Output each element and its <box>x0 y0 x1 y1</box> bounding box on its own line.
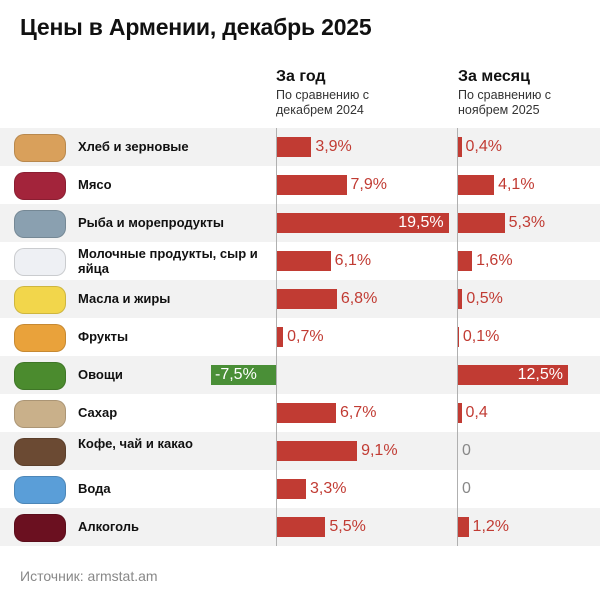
wine-icon <box>14 514 66 542</box>
data-label: 6,8% <box>340 290 378 307</box>
data-label: 0,1% <box>462 328 500 345</box>
category-label: Молочные продукты, сыр и яйца <box>78 246 258 276</box>
data-label: 4,1% <box>498 176 535 193</box>
category-label: Масла и жиры <box>78 291 171 306</box>
data-label: -7,5% <box>215 366 257 383</box>
bread-icon <box>14 134 66 162</box>
bar-month <box>458 403 462 423</box>
category-label: Рыба и морепродукты <box>78 215 224 230</box>
month-subtitle: По сравнению с ноябрем 2025 <box>458 88 552 117</box>
bar-year <box>277 327 284 347</box>
bar-year <box>211 365 277 385</box>
fruit-icon <box>14 324 66 352</box>
category-row: Кофе, чай и какао 9,1% 0 <box>0 432 600 470</box>
bar-month <box>458 251 473 271</box>
category-label: Алкоголь <box>78 519 140 534</box>
year-column-header: За год По сравнению с декабрем 2024 <box>276 68 396 118</box>
category-row: Овощи -7,5% 12,5% <box>0 356 600 394</box>
data-label: 5,3% <box>508 214 546 231</box>
meat-icon <box>14 172 66 200</box>
bar-month <box>458 213 505 233</box>
sugar-sack-icon <box>14 400 66 428</box>
data-label: 0,4% <box>465 138 502 155</box>
bar-year <box>277 441 358 461</box>
category-label: Кофе, чай и какао <box>78 436 193 451</box>
category-label: Мясо <box>78 177 112 192</box>
data-label: 0,5% <box>466 290 503 307</box>
bar-year <box>277 403 336 423</box>
month-header: За месяц <box>458 68 530 85</box>
category-row: Масла и жиры 6,8% 0,5% <box>0 280 600 318</box>
vegetables-icon <box>14 362 66 390</box>
year-subtitle: По сравнению с декабрем 2024 <box>276 88 370 117</box>
data-label: 19,5% <box>398 214 444 231</box>
category-label: Вода <box>78 481 111 496</box>
data-label: 1,6% <box>476 252 513 269</box>
data-label: 9,1% <box>361 442 398 459</box>
chart-title: Цены в Армении, декабрь 2025 <box>20 14 372 40</box>
coffee-cup-icon <box>14 438 66 466</box>
data-label: 6,7% <box>339 404 377 421</box>
bar-year <box>277 213 449 233</box>
data-label: 0,4 <box>465 404 488 421</box>
bar-year <box>277 289 337 309</box>
source-note: Источник: armstat.am <box>20 568 158 584</box>
category-label: Овощи <box>78 367 123 382</box>
category-row: Молочные продукты, сыр и яйца 6,1% 1,6% <box>0 242 600 280</box>
category-row: Рыба и морепродукты 19,5% 5,3% <box>0 204 600 242</box>
bar-year <box>277 479 307 499</box>
bar-month <box>458 327 459 347</box>
category-label: Фрукты <box>78 329 129 344</box>
data-label: 12,5% <box>517 366 563 383</box>
data-label: 1,2% <box>472 518 510 535</box>
fish-icon <box>14 210 66 238</box>
data-label: 3,3% <box>310 480 347 497</box>
water-bottle-icon <box>14 476 66 504</box>
data-label: 3,9% <box>315 138 352 155</box>
bar-year <box>277 137 312 157</box>
bar-year <box>277 175 347 195</box>
data-label: 6,1% <box>334 252 372 269</box>
category-label: Хлеб и зерновые <box>78 139 189 154</box>
bar-month <box>458 289 463 309</box>
data-label: 5,5% <box>329 518 366 535</box>
milk-icon <box>14 248 66 276</box>
bar-month <box>458 517 469 537</box>
category-row: Фрукты 0,7% 0,1% <box>0 318 600 356</box>
data-label: 0,7% <box>287 328 324 345</box>
category-row: Алкоголь 5,5% 1,2% <box>0 508 600 546</box>
bar-year <box>277 517 326 537</box>
category-row: Вода 3,3% 0 <box>0 470 600 508</box>
year-axis-line <box>276 128 277 546</box>
category-label: Сахар <box>78 405 118 420</box>
data-label: 0 <box>462 442 471 459</box>
month-column-header: За месяц По сравнению с ноябрем 2025 <box>458 68 578 118</box>
bar-month <box>458 365 568 385</box>
year-header: За год <box>276 68 326 85</box>
data-label: 0 <box>462 480 471 497</box>
bar-month <box>458 175 495 195</box>
butter-icon <box>14 286 66 314</box>
month-axis-line <box>457 128 458 546</box>
bar-year <box>277 251 331 271</box>
category-row: Сахар 6,7% 0,4 <box>0 394 600 432</box>
category-row: Хлеб и зерновые 3,9% 0,4% <box>0 128 600 166</box>
category-row: Мясо 7,9% 4,1% <box>0 166 600 204</box>
data-label: 7,9% <box>350 176 387 193</box>
bar-month <box>458 137 462 157</box>
